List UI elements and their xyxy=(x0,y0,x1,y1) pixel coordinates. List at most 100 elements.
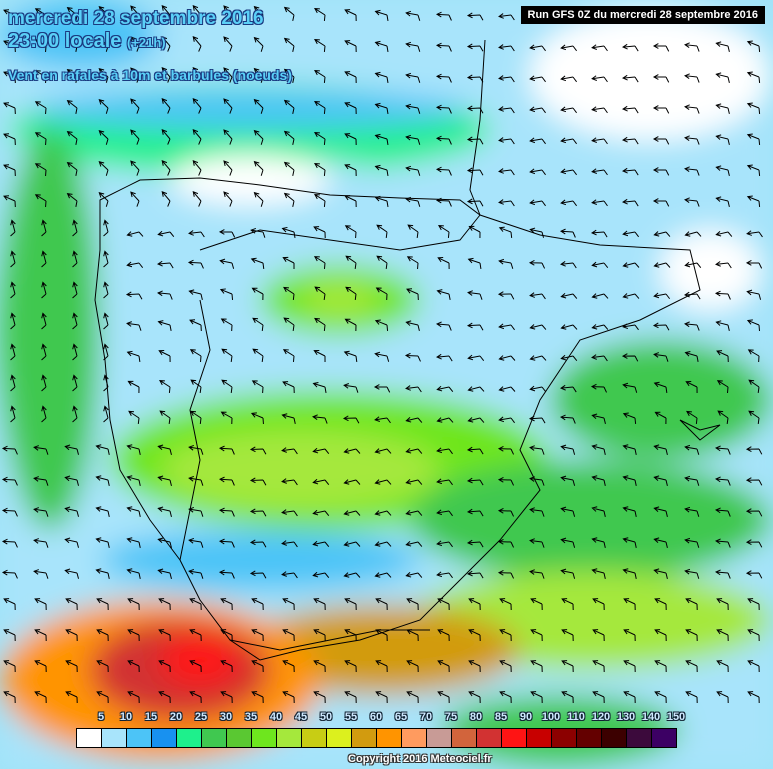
legend-label: 30 xyxy=(219,711,233,723)
wind-barb-icon xyxy=(748,379,760,394)
wind-barb-icon xyxy=(745,570,763,579)
wind-barb-icon xyxy=(405,196,421,207)
wind-barb-icon xyxy=(126,475,141,486)
wind-barb-icon xyxy=(436,540,453,548)
copyright: Copyright 2016 Meteociel.fr xyxy=(348,753,492,765)
wind-barb-icon xyxy=(314,162,326,177)
wind-barb-icon xyxy=(467,386,485,392)
wind-barb-icon xyxy=(161,36,171,52)
wind-barb-icon xyxy=(529,538,545,548)
wind-barb-icon xyxy=(344,102,357,115)
wind-barb-icon xyxy=(3,40,16,53)
wind-barb-icon xyxy=(130,98,140,114)
wind-barb-icon xyxy=(622,412,637,425)
wind-barb-icon xyxy=(747,598,760,611)
wind-barb-icon xyxy=(10,250,16,268)
wind-barb-icon xyxy=(498,323,515,331)
wind-barb-icon xyxy=(72,374,78,392)
wind-barb-icon xyxy=(190,379,202,394)
wind-barb-icon xyxy=(157,260,174,269)
wind-barb-icon xyxy=(158,629,171,642)
wind-barb-icon xyxy=(499,691,512,704)
wind-barb-icon xyxy=(622,198,639,207)
wind-barb-icon xyxy=(1,569,18,579)
legend-label: 60 xyxy=(369,711,383,723)
wind-barb-icon xyxy=(716,350,729,363)
wind-barb-icon xyxy=(98,6,109,21)
legend-swatch xyxy=(652,729,676,747)
wind-barb-icon xyxy=(126,506,141,517)
wind-barb-icon xyxy=(622,444,637,455)
wind-barb-icon xyxy=(374,319,389,332)
wind-barb-icon xyxy=(745,508,763,517)
wind-barb-icon xyxy=(591,199,608,207)
legend-swatch xyxy=(277,729,302,747)
wind-barb-icon xyxy=(592,629,605,642)
wind-barb-icon xyxy=(498,75,515,83)
wind-barb-icon xyxy=(466,12,484,21)
wind-barb-icon xyxy=(715,165,730,176)
wind-barb-icon xyxy=(591,293,609,299)
wind-barb-icon xyxy=(189,598,202,611)
wind-barb-icon xyxy=(373,384,391,393)
wind-barb-icon xyxy=(745,477,763,486)
wind-barb-icon xyxy=(435,135,452,145)
wind-barb-icon xyxy=(653,444,668,455)
wind-barb-icon xyxy=(715,320,730,331)
wind-barb-icon xyxy=(34,163,47,177)
wind-barb-icon xyxy=(497,507,515,517)
wind-barb-icon xyxy=(684,506,700,517)
wind-barb-icon xyxy=(590,383,607,393)
wind-barb-icon xyxy=(375,660,388,673)
wind-barb-icon xyxy=(529,355,547,361)
wind-barb-icon xyxy=(253,67,264,83)
wind-barb-icon xyxy=(559,414,576,424)
wind-barb-icon xyxy=(468,598,481,611)
wind-barb-icon xyxy=(253,36,264,52)
legend-swatch xyxy=(377,729,402,747)
wind-barb-icon xyxy=(405,572,423,578)
wind-barb-icon xyxy=(529,292,546,300)
wind-barb-icon xyxy=(98,37,109,52)
wind-barb-icon xyxy=(189,319,202,332)
wind-barb-icon xyxy=(745,539,763,548)
wind-barb-icon xyxy=(406,288,419,301)
wind-barb-icon xyxy=(405,417,423,423)
wind-barb-icon xyxy=(314,286,326,301)
wind-barb-icon xyxy=(528,415,546,424)
wind-barb-icon xyxy=(623,598,636,611)
wind-barb-icon xyxy=(161,191,171,207)
wind-barb-icon xyxy=(218,476,235,486)
wind-barb-icon xyxy=(529,75,546,83)
wind-barb-icon xyxy=(72,343,78,361)
wind-barb-icon xyxy=(591,168,608,176)
wind-barb-icon xyxy=(3,195,16,208)
wind-barb-icon xyxy=(345,286,357,301)
wind-barb-icon xyxy=(530,629,543,642)
wind-barb-icon xyxy=(157,320,172,331)
wind-barb-icon xyxy=(746,40,761,53)
wind-barb-icon xyxy=(41,374,47,392)
wind-barb-icon xyxy=(157,506,172,517)
wind-barb-icon xyxy=(103,312,109,330)
wind-barb-icon xyxy=(313,691,326,704)
wind-barb-icon xyxy=(313,629,326,642)
wind-barb-icon xyxy=(466,43,484,52)
wind-barb-icon xyxy=(157,230,175,237)
wind-barb-icon xyxy=(498,106,515,114)
wind-barb-icon xyxy=(251,660,264,673)
wind-barb-icon xyxy=(282,381,295,394)
wind-barb-icon xyxy=(130,36,140,52)
wind-barb-icon xyxy=(283,37,295,52)
wind-barb-icon xyxy=(592,691,605,704)
local-time: 23:00 locale xyxy=(8,30,122,52)
wind-barb-icon xyxy=(313,226,326,239)
wind-barb-icon xyxy=(343,479,361,485)
wind-barb-icon xyxy=(405,165,421,176)
wind-barb-icon xyxy=(622,293,640,299)
wind-barb-icon xyxy=(64,444,80,455)
wind-barb-icon xyxy=(715,507,731,517)
wind-barb-icon xyxy=(560,537,576,548)
wind-barb-icon xyxy=(652,198,670,207)
